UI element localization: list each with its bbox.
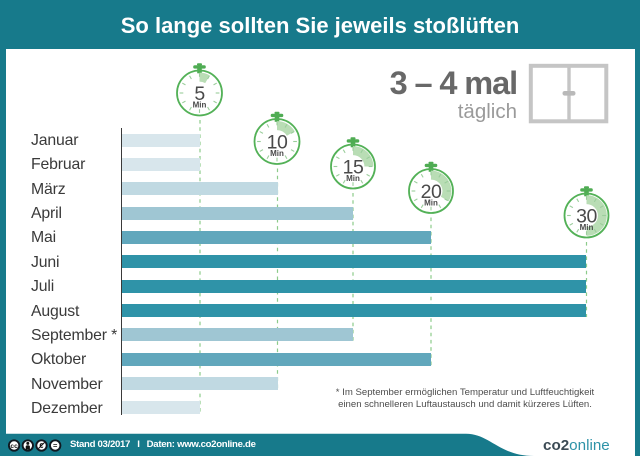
svg-text:10: 10 xyxy=(267,131,288,153)
svg-text:Min: Min xyxy=(346,174,360,183)
svg-text:cc: cc xyxy=(10,443,18,450)
svg-text:€: € xyxy=(39,443,43,450)
svg-text:30: 30 xyxy=(576,205,597,227)
svg-text:Min: Min xyxy=(270,149,284,158)
svg-text:Min: Min xyxy=(580,223,594,232)
svg-text:20: 20 xyxy=(421,181,442,203)
svg-text:Min: Min xyxy=(193,101,207,110)
svg-text:15: 15 xyxy=(343,156,364,178)
svg-text:5: 5 xyxy=(194,83,205,105)
svg-text:Min: Min xyxy=(424,199,438,208)
svg-text:=: = xyxy=(53,441,58,450)
